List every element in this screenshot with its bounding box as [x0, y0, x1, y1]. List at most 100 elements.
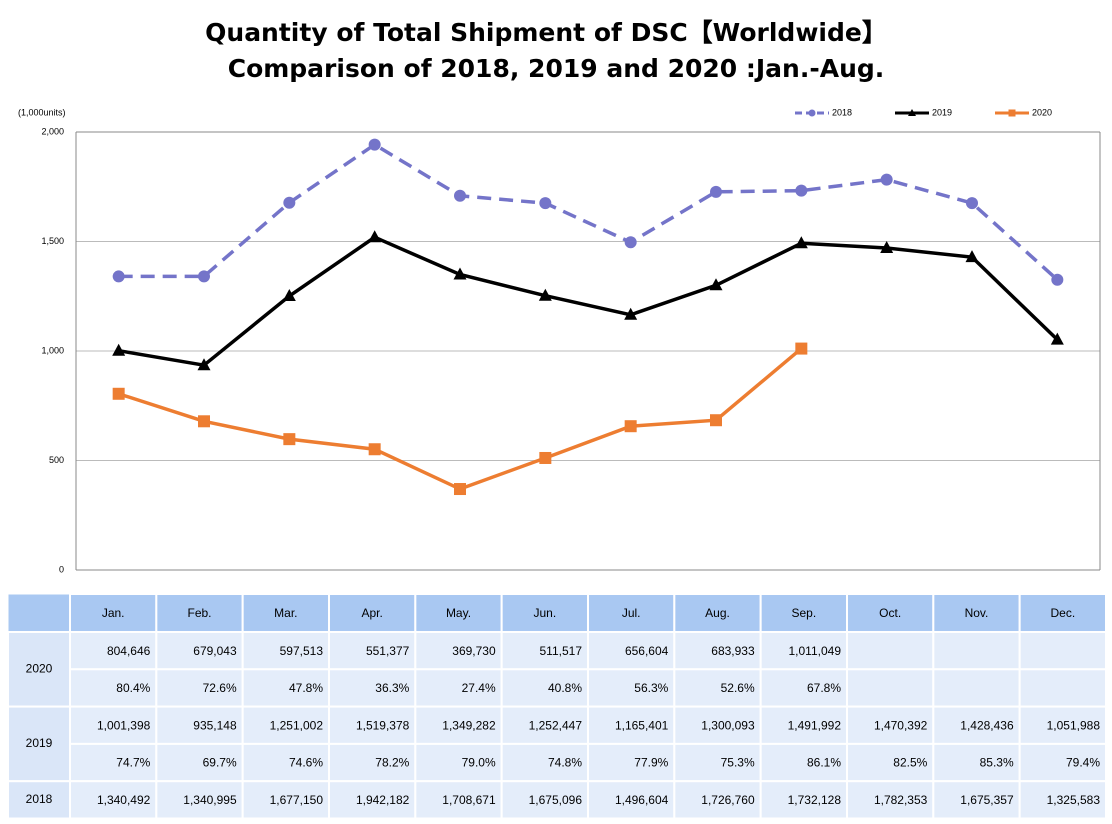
table-value: 935,148: [193, 718, 237, 732]
marker: [539, 197, 552, 210]
marker: [624, 420, 637, 433]
chart-subtitle: Comparison of 2018, 2019 and 2020 :Jan.-…: [228, 54, 885, 83]
marker: [454, 189, 466, 202]
table-cell: [587, 742, 676, 783]
legend-marker: [908, 109, 916, 116]
table-value: 1,732,128: [788, 793, 842, 807]
table-value: 683,933: [711, 644, 755, 658]
marker: [624, 236, 637, 249]
table-value: 1,942,182: [356, 793, 410, 807]
table-header-label: Feb.: [187, 606, 211, 620]
table-cell: [673, 631, 762, 671]
legend-label: 2020: [1032, 107, 1052, 117]
table-header-cell: [241, 593, 331, 633]
table-cell: [328, 705, 417, 745]
table-cell: [328, 631, 417, 671]
table-value: 1,708,671: [442, 793, 496, 807]
series-line: [118, 142, 1059, 281]
table-value: 1,051,988: [1047, 718, 1101, 732]
table-value: 1,325,583: [1047, 793, 1101, 807]
table-value: 511,517: [540, 644, 583, 658]
table-value: 56.3%: [634, 681, 668, 695]
table-value: 1,011,049: [789, 644, 842, 658]
table-cell: [414, 780, 503, 820]
table-cell: [673, 780, 762, 820]
table-value: 1,496,604: [615, 793, 669, 807]
table-header-label: Mar.: [274, 606, 297, 620]
marker: [880, 240, 894, 253]
table-header-label: Apr.: [361, 606, 382, 620]
table-header-label: Oct.: [879, 606, 901, 620]
legend-label: 2019: [932, 107, 952, 117]
marker: [624, 307, 638, 320]
marker: [197, 358, 211, 371]
table-cell: [759, 631, 849, 671]
table-cell: [414, 742, 503, 783]
table-cell: [155, 631, 244, 671]
table-header-cell: [500, 593, 589, 633]
table-cell: [328, 780, 417, 820]
table-value: 27.4%: [462, 681, 496, 695]
marker: [198, 270, 210, 283]
table-value: 1,675,357: [960, 793, 1014, 807]
table-header-label: Jun.: [533, 606, 556, 620]
marker: [1051, 273, 1064, 286]
marker: [880, 173, 893, 186]
table-header-cell: [155, 593, 244, 633]
table-cell: [932, 705, 1021, 745]
table-value: 1,349,282: [442, 718, 496, 732]
y-axis-label: (1,000units): [18, 107, 66, 117]
table-value: 79.0%: [462, 756, 496, 770]
table-cell: [587, 705, 676, 745]
chart-title: Quantity of Total Shipment of DSC【Worldw…: [205, 18, 887, 47]
table-value: 1,677,150: [270, 793, 324, 807]
y-tick-label: 500: [49, 455, 64, 465]
table-header-cell: [587, 593, 676, 633]
table-header-label: Jul.: [622, 606, 641, 620]
series-line: [118, 347, 803, 491]
table-value: 1,165,401: [615, 718, 669, 732]
table-value: 40.8%: [548, 681, 582, 695]
table-cell: [932, 631, 1021, 671]
marker: [282, 289, 296, 302]
table-cell: [759, 705, 849, 745]
marker: [112, 343, 126, 356]
marker: [539, 451, 552, 464]
table-cell: [1018, 780, 1108, 820]
table-value: 1,428,436: [960, 718, 1014, 732]
table-header-cell: [932, 593, 1021, 633]
marker: [453, 267, 467, 280]
marker: [710, 185, 722, 198]
marker: [794, 236, 808, 249]
table-value: 77.9%: [634, 756, 668, 770]
table-value: 597,513: [280, 644, 324, 658]
marker: [198, 415, 210, 428]
marker: [965, 250, 979, 263]
legend-marker: [808, 109, 816, 117]
table-cell: [328, 742, 417, 783]
table-cell: [241, 668, 331, 708]
table-header-cell: [69, 593, 158, 633]
table-value: 79.4%: [1066, 756, 1100, 770]
table-cell: [846, 780, 935, 820]
marker: [283, 433, 296, 446]
table-header-cell: [328, 593, 417, 633]
table-cell: [846, 631, 935, 671]
y-tick-label: 2,000: [41, 126, 64, 136]
table-cell: [500, 742, 589, 783]
table-value: 551,377: [366, 644, 410, 658]
table-header-label: Jan.: [102, 606, 125, 620]
table-value: 1,252,447: [529, 718, 583, 732]
table-value: 1,726,760: [701, 793, 755, 807]
y-tick-label: 1,000: [41, 345, 64, 355]
table-cell: [1018, 631, 1108, 671]
marker: [368, 443, 381, 456]
table-cell: [155, 705, 244, 745]
y-tick-label: 0: [59, 564, 64, 574]
marker: [710, 414, 722, 427]
table-cell: [673, 668, 762, 708]
marker: [795, 184, 808, 197]
table-value: 78.2%: [375, 756, 409, 770]
table-cell: [500, 780, 589, 820]
